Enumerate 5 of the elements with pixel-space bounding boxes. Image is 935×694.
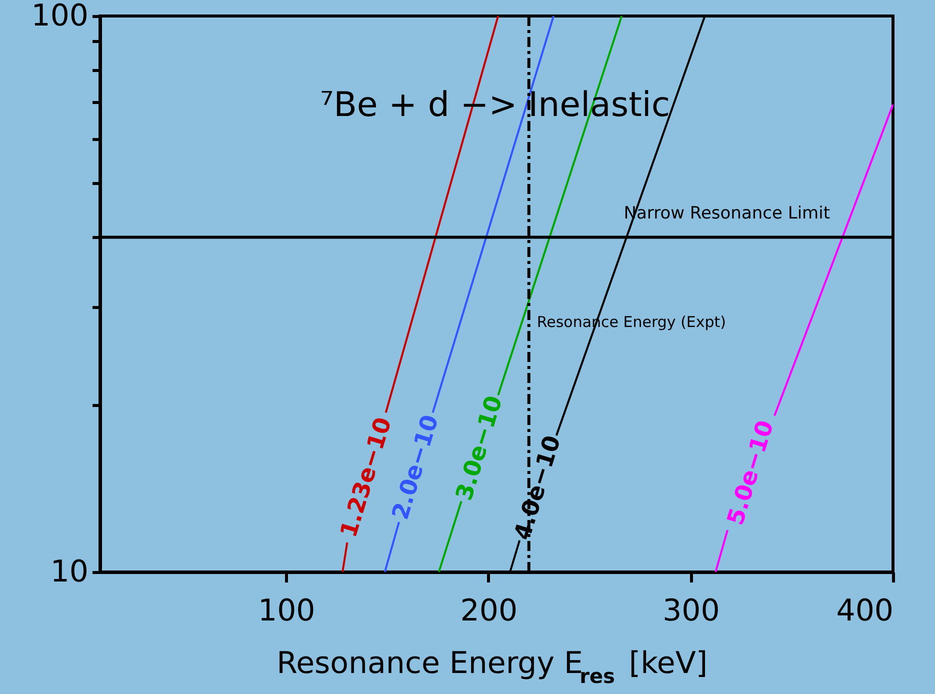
x-tick-label: 400 — [836, 594, 894, 628]
x-tick-label: 100 — [258, 594, 316, 628]
y-tick-label: 10 — [50, 554, 88, 590]
x-tick-label: 300 — [662, 594, 720, 628]
x-tick-label: 200 — [460, 594, 518, 628]
